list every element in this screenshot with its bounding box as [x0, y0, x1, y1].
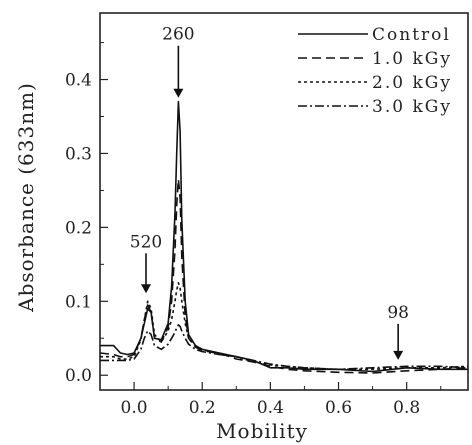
- y-tick-label: 0.4: [65, 71, 92, 91]
- y-tick-label: 0.0: [65, 366, 92, 386]
- y-tick-label: 0.2: [65, 218, 92, 238]
- series-line-3: [100, 282, 469, 371]
- x-tick-label: 0.6: [325, 398, 352, 418]
- legend-label-1: Control: [372, 25, 451, 45]
- axes: 0.0 0.2 0.4 0.6 0.8 0.0 0.1 0.2 0.3 0.4: [65, 12, 469, 418]
- legend-label-2: 1.0 kGy: [372, 49, 452, 69]
- x-tick-label: 0.2: [189, 398, 216, 418]
- x-tick-label: 0.4: [257, 398, 284, 418]
- legend-label-4: 3.0 kGy: [372, 97, 452, 117]
- annotation-arrow-head: [141, 284, 151, 294]
- annotation-arrow-head: [393, 350, 404, 360]
- annotation-label: 520: [130, 232, 162, 252]
- plot-frame: [99, 12, 469, 391]
- annotation-label: 260: [162, 25, 194, 45]
- series-line-2: [99, 178, 469, 374]
- legend: Control 1.0 kGy 2.0 kGy 3.0 kGy: [298, 25, 452, 117]
- peak-annotations: 260 520 98: [130, 25, 409, 360]
- annotation-arrow-head: [173, 88, 184, 98]
- y-tick-label: 0.3: [65, 144, 92, 164]
- annotation-label: 98: [387, 303, 409, 323]
- x-axis-label: Mobility: [216, 419, 308, 443]
- legend-label-3: 2.0 kGy: [372, 73, 452, 93]
- y-tick-label: 0.1: [65, 292, 92, 312]
- x-tick-label: 0.0: [121, 398, 148, 418]
- series-lines: [99, 100, 469, 374]
- y-axis-label: Absorbance (633nm): [14, 82, 38, 313]
- x-tick-label: 0.8: [393, 398, 420, 418]
- series-line-4: [100, 324, 469, 371]
